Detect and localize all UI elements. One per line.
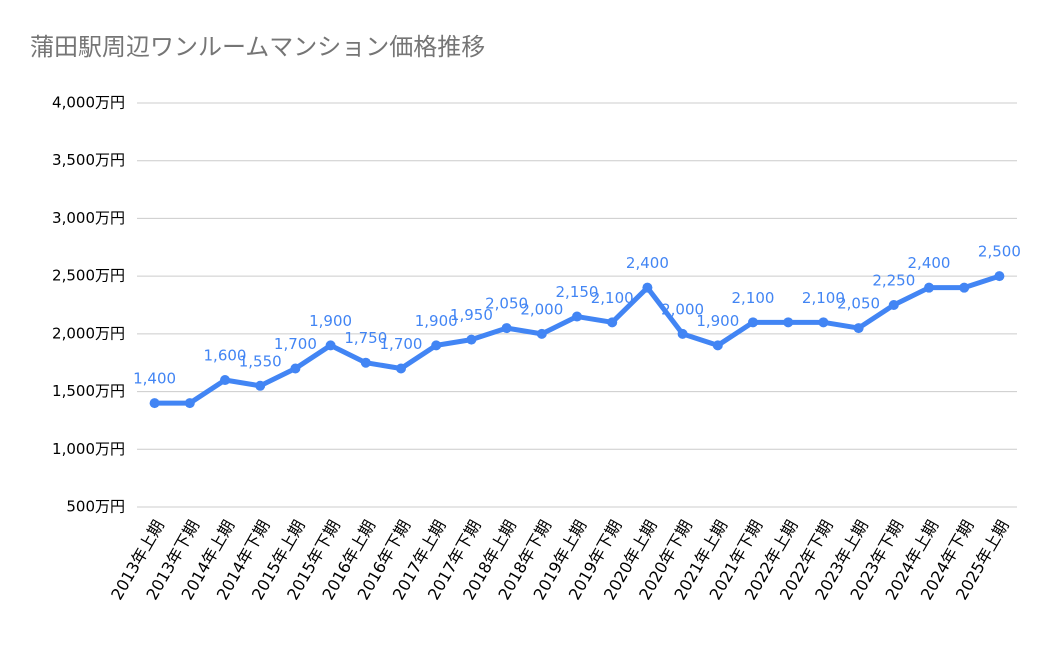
data-label: 2,150 xyxy=(556,283,599,301)
data-label: 1,950 xyxy=(450,306,493,324)
marker xyxy=(853,323,864,334)
data-label: 1,750 xyxy=(344,329,387,347)
marker xyxy=(924,282,934,293)
marker xyxy=(748,317,758,328)
data-label: 1,550 xyxy=(239,352,282,370)
marker xyxy=(325,340,336,351)
y-tick-label: 3,000万円 xyxy=(52,209,125,227)
data-label: 1,700 xyxy=(380,335,423,353)
marker xyxy=(396,363,406,374)
data-label: 2,250 xyxy=(872,272,915,290)
marker xyxy=(959,282,970,293)
data-label: 1,900 xyxy=(415,312,458,330)
marker xyxy=(888,300,899,310)
marker xyxy=(466,334,477,345)
marker xyxy=(431,340,442,351)
marker xyxy=(220,375,230,386)
data-label: 2,000 xyxy=(661,300,704,318)
data-label: 2,100 xyxy=(802,289,845,307)
data-label: 1,600 xyxy=(204,347,247,365)
marker xyxy=(360,357,371,368)
y-tick-label: 2,500万円 xyxy=(52,267,125,285)
marker xyxy=(184,398,195,409)
data-label: 2,000 xyxy=(520,300,563,318)
data-label: 1,400 xyxy=(133,370,176,388)
data-label: 2,100 xyxy=(591,289,634,307)
marker xyxy=(290,363,301,374)
y-tick-label: 1,000万円 xyxy=(52,440,125,458)
data-label: 1,700 xyxy=(274,335,317,353)
data-label: 2,050 xyxy=(837,295,880,313)
marker xyxy=(255,380,266,391)
marker xyxy=(501,323,512,334)
y-tick-label: 3,500万円 xyxy=(52,151,125,169)
data-label: 2,050 xyxy=(485,295,528,313)
data-label: 2,400 xyxy=(908,254,951,272)
data-label: 1,900 xyxy=(696,312,739,330)
y-tick-label: 500万円 xyxy=(66,498,125,516)
marker xyxy=(536,328,547,339)
chart-title: 蒲田駅周辺ワンルームマンション価格推移 xyxy=(30,33,485,61)
y-tick-label: 4,000万円 xyxy=(52,94,125,112)
marker xyxy=(677,328,688,339)
data-label: 2,100 xyxy=(732,289,775,307)
data-label: 2,500 xyxy=(978,243,1021,261)
marker xyxy=(818,317,829,328)
marker xyxy=(642,282,653,293)
marker xyxy=(149,398,160,409)
marker xyxy=(572,311,582,322)
data-label: 1,900 xyxy=(309,312,352,330)
marker xyxy=(783,317,794,328)
marker xyxy=(607,317,618,328)
marker xyxy=(994,271,1005,282)
data-label: 2,400 xyxy=(626,254,669,272)
marker xyxy=(712,340,723,351)
y-tick-label: 1,500万円 xyxy=(52,382,125,400)
y-tick-label: 2,000万円 xyxy=(52,324,125,342)
